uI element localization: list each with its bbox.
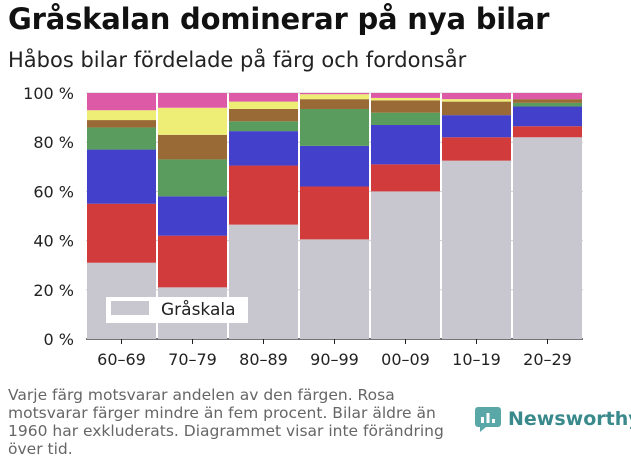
bar-segment: [371, 100, 440, 113]
x-tick-label: 10–19: [452, 350, 501, 369]
bar-segment: [87, 127, 156, 150]
bar-segment: [158, 93, 227, 108]
bar-segment: [371, 191, 440, 339]
bar-segment: [442, 160, 511, 339]
bar-segment: [300, 99, 369, 109]
newsworthy-logo-icon: [475, 407, 501, 432]
bar-segment: [513, 93, 582, 100]
bar-segment: [371, 97, 440, 101]
bar-segment: [513, 99, 582, 103]
bar-segment: [158, 196, 227, 236]
bar-segment: [229, 121, 298, 132]
y-tick-label: 60 %: [33, 182, 74, 201]
x-tick-label: 70–79: [168, 350, 217, 369]
bars: [87, 93, 582, 339]
bar-segment: [229, 165, 298, 225]
x-tick-label: 00–09: [381, 350, 430, 369]
bar-segment: [371, 124, 440, 165]
x-tick-label: 90–99: [310, 350, 359, 369]
legend-label: Gråskala: [161, 299, 236, 320]
bar-segment: [300, 93, 369, 95]
bar-segment: [371, 93, 440, 98]
brand-logo[interactable]: Newsworthy: [474, 404, 631, 434]
x-axis-ticks: 60–69 70–79 80–89 90–99 00–09 10–19 20–29: [97, 339, 572, 369]
y-tick-label: 40 %: [33, 232, 74, 251]
bar-segment: [87, 110, 156, 121]
bar-segment: [513, 137, 582, 339]
x-tick-label: 20–29: [523, 350, 572, 369]
bar-segment: [229, 131, 298, 166]
bar-segment: [158, 107, 227, 135]
bar-segment: [300, 186, 369, 240]
bar-segment: [87, 120, 156, 128]
bar-segment: [513, 102, 582, 107]
bar-segment: [300, 108, 369, 146]
bar-segment: [158, 134, 227, 160]
chart-subtitle: Håbos bilar fördelade på färg och fordon…: [8, 48, 467, 72]
bar-segment: [300, 145, 369, 187]
x-tick-label: 60–69: [97, 350, 146, 369]
bar-segment: [158, 235, 227, 288]
bar-segment: [442, 115, 511, 138]
bar-segment: [371, 164, 440, 192]
bar-segment: [229, 108, 298, 122]
x-tick-label: 80–89: [239, 350, 288, 369]
bar-segment: [87, 203, 156, 263]
bar-segment: [442, 99, 511, 102]
stacked-bar-chart: 0 % 20 % 40 % 60 % 80 % 100 % 60–69 70–79 80–89…: [23, 84, 583, 369]
bar-segment: [300, 239, 369, 339]
legend: Gråskala: [106, 297, 248, 323]
bar-segment: [513, 106, 582, 127]
bar-segment: [87, 149, 156, 204]
bar-segment: [513, 126, 582, 138]
bar-segment: [442, 101, 511, 116]
bar-segment: [442, 137, 511, 161]
bar-segment: [229, 93, 298, 102]
y-axis-ticks: 0 % 20 % 40 % 60 % 80 % 100 %: [23, 84, 74, 349]
bar-segment: [87, 93, 156, 111]
bar-segment: [300, 94, 369, 100]
bar-segment: [371, 112, 440, 125]
bar-segment: [229, 101, 298, 109]
bar-segment: [158, 159, 227, 197]
y-tick-label: 0 %: [44, 330, 74, 349]
y-tick-label: 20 %: [33, 281, 74, 300]
chart-title: Gråskalan dominerar på nya bilar: [8, 2, 550, 36]
brand-name: Newsworthy: [508, 408, 631, 430]
bar-segment: [442, 93, 511, 100]
y-tick-label: 80 %: [33, 133, 74, 152]
y-tick-label: 100 %: [23, 84, 74, 103]
footnote: Varje färg motsvarar andelen av den färg…: [8, 386, 444, 458]
legend-swatch: [111, 301, 149, 315]
